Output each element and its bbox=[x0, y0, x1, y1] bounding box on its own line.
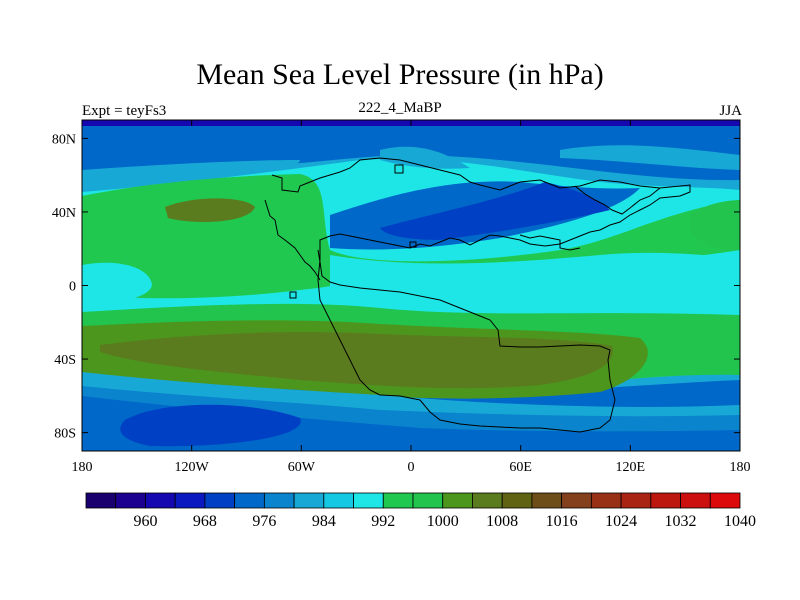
chart-title: Mean Sea Level Pressure (in hPa) bbox=[196, 58, 604, 91]
colorbar-swatch bbox=[115, 492, 146, 509]
colorbar-label: 984 bbox=[312, 513, 336, 530]
band-988-arctic bbox=[380, 146, 470, 169]
y-tick-label: 80N bbox=[52, 132, 76, 147]
experiment-label: Expt = teyFs3 bbox=[82, 103, 167, 119]
colorbar-swatch bbox=[353, 492, 384, 509]
coastline-island bbox=[409, 241, 417, 248]
x-tick-label: 60W bbox=[288, 460, 316, 475]
y-tick-label: 80S bbox=[54, 427, 76, 442]
y-tick-label: 40S bbox=[54, 353, 76, 368]
low-976-asia bbox=[380, 182, 610, 240]
coastline-americas bbox=[271, 157, 691, 433]
x-axis: 180 120W 60W 0 60E 120E 180 bbox=[72, 120, 751, 475]
colorbar-swatch bbox=[204, 492, 236, 509]
period-label: 222_4_MaBP bbox=[358, 100, 442, 116]
colorbar-swatch bbox=[620, 492, 652, 509]
y-axis: 80N 40N 0 40S 80S bbox=[52, 132, 740, 442]
pressure-field bbox=[82, 120, 740, 451]
colorbar-label: 1008 bbox=[486, 513, 518, 530]
colorbar-swatch bbox=[382, 492, 414, 509]
x-tick-label: 180 bbox=[72, 460, 93, 475]
x-tick-label: 60E bbox=[509, 460, 532, 475]
colorbar-label: 968 bbox=[193, 513, 217, 530]
coastline-north-america bbox=[264, 199, 321, 281]
colorbar-label: 1016 bbox=[546, 513, 578, 530]
colorbar-swatch bbox=[293, 492, 325, 509]
band-1004-east bbox=[690, 200, 740, 251]
band-988-pacific bbox=[560, 145, 740, 170]
colorbar-swatch bbox=[650, 492, 681, 509]
x-tick-label: 0 bbox=[408, 460, 415, 475]
colorbar-swatch bbox=[501, 492, 533, 509]
colorbar-label: 992 bbox=[371, 513, 395, 530]
y-tick-label: 0 bbox=[69, 280, 76, 295]
colorbar-label: 1032 bbox=[665, 513, 697, 530]
low-976-antarctic bbox=[120, 404, 301, 447]
y-tick-label: 40N bbox=[52, 206, 76, 221]
colorbar-swatch bbox=[590, 492, 622, 509]
colorbar-swatch bbox=[263, 492, 295, 509]
coastline-australia bbox=[574, 185, 661, 215]
coastline-east-asia bbox=[519, 234, 581, 251]
colorbar-label: 1024 bbox=[605, 513, 637, 530]
colorbar-label: 976 bbox=[252, 513, 276, 530]
colorbar-swatch bbox=[709, 492, 741, 509]
colorbar-swatch bbox=[442, 492, 473, 509]
x-tick-label: 120W bbox=[175, 460, 210, 475]
colorbar-label: 960 bbox=[133, 513, 157, 530]
colorbar-swatch bbox=[531, 492, 563, 509]
coastline-island bbox=[289, 291, 297, 299]
colorbar: 960 968 976 984 992 1000 1008 1016 1024 1032 1040 bbox=[85, 492, 756, 530]
colorbar-swatch bbox=[472, 492, 503, 509]
colorbar-swatch bbox=[234, 492, 265, 509]
colorbar-swatch bbox=[561, 492, 592, 509]
colorbar-swatch bbox=[680, 492, 711, 509]
band-1016-nh bbox=[165, 198, 255, 223]
band-996-equator bbox=[330, 252, 740, 306]
colorbar-swatch bbox=[174, 492, 206, 509]
coastline-island bbox=[394, 164, 404, 174]
x-tick-label: 120E bbox=[616, 460, 646, 475]
colorbar-swatch bbox=[412, 492, 444, 509]
band-1016-sh bbox=[100, 332, 613, 389]
coastline bbox=[264, 157, 691, 433]
x-tick-label: 180 bbox=[730, 460, 751, 475]
band-996-equator-west bbox=[82, 262, 152, 303]
colorbar-label: 1040 bbox=[724, 513, 756, 530]
colorbar-swatch bbox=[323, 492, 354, 509]
season-label: JJA bbox=[719, 103, 742, 119]
colorbar-swatch bbox=[85, 492, 117, 509]
colorbar-label: 1000 bbox=[427, 513, 459, 530]
colorbar-swatch bbox=[145, 492, 176, 509]
band-988-atlantic bbox=[82, 160, 300, 182]
